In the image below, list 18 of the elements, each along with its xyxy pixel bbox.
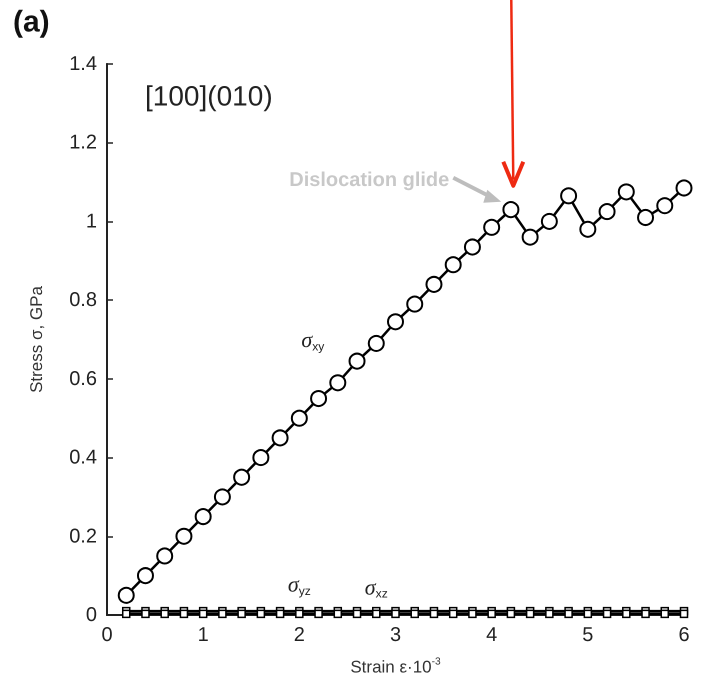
y-tick-label: 0.4 <box>69 446 97 469</box>
x-tick-label: 6 <box>678 624 690 646</box>
chart-title: (a) <box>13 6 50 38</box>
x-tick-label: 4 <box>486 624 498 646</box>
y-axis-title: Stress σ, GPa <box>27 286 46 393</box>
x-tick-label: 5 <box>582 624 594 646</box>
x-tick-label: 1 <box>198 624 209 646</box>
x-tick-label: 2 <box>294 624 305 646</box>
y-tick-label: 0.8 <box>69 289 97 312</box>
y-tick-label: 1 <box>86 210 97 232</box>
y-tick-label: 1.4 <box>69 53 97 75</box>
annotation: [100](010) <box>145 80 273 112</box>
x-tick-label: 0 <box>101 624 113 646</box>
y-tick-label: 0 <box>86 604 97 626</box>
y-tick-label: 0.6 <box>69 368 97 390</box>
y-tick-label: 1.2 <box>69 132 97 154</box>
x-tick-label: 3 <box>390 624 402 646</box>
y-tick-label: 0.2 <box>69 525 97 548</box>
